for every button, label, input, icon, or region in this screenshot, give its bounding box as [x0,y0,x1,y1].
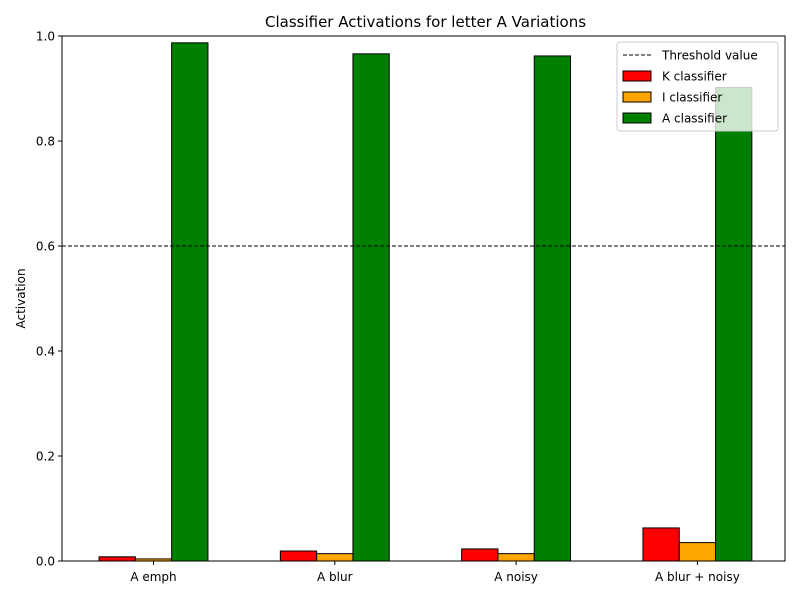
bar-i-2 [497,553,535,562]
bar-k-3 [642,527,680,562]
y-tick-label: 0.4 [36,345,55,359]
bar-i-1 [316,553,354,562]
x-tick-label: A emph [130,570,176,584]
legend-label: K classifier [662,70,727,84]
x-tick-label: A noisy [494,570,538,584]
legend-box [616,41,779,132]
legend-label: Threshold value [661,49,758,63]
legend-swatch-a [622,112,652,124]
bar-a-0 [171,42,209,562]
legend-swatch-k [622,70,652,82]
bar-a-1 [352,53,390,562]
y-axis-label: Activation [14,268,28,328]
legend: Threshold value K classifier I classifier A… [616,41,779,132]
legend-swatch-i [622,91,652,103]
bar-k-0 [98,556,136,562]
y-tick-label: 0.8 [36,135,55,149]
bar-i-3 [678,542,717,562]
bar-k-1 [279,550,318,562]
y-tick-label: 0.2 [36,450,55,464]
y-tick-label: 0.6 [36,240,55,254]
bar-k-2 [461,548,499,562]
legend-label: A classifier [662,112,727,126]
y-tick-label: 1.0 [36,30,55,44]
x-tick-label: A blur + noisy [655,570,740,584]
axes-frame [61,35,786,562]
legend-label: I classifier [662,91,722,105]
y-tick-label: 0.0 [36,555,55,569]
bar-a-2 [533,55,572,562]
plot-area: 0.0 0.2 0.4 0.6 0.8 1.0 A emph A blur A noisy A b… [36,30,786,584]
chart-title: Classifier Activations for letter A Vari… [265,13,586,31]
bar-a-3 [715,86,753,562]
x-tick-label: A blur [317,570,353,584]
